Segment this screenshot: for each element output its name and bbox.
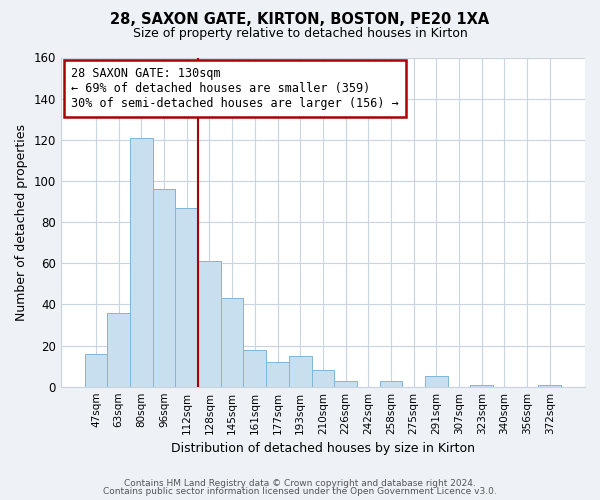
Y-axis label: Number of detached properties: Number of detached properties xyxy=(15,124,28,320)
Bar xyxy=(130,138,152,386)
Bar xyxy=(538,384,561,386)
Bar xyxy=(425,376,448,386)
Text: Contains public sector information licensed under the Open Government Licence v3: Contains public sector information licen… xyxy=(103,488,497,496)
Bar xyxy=(244,350,266,387)
Bar xyxy=(380,380,403,386)
Text: 28, SAXON GATE, KIRTON, BOSTON, PE20 1XA: 28, SAXON GATE, KIRTON, BOSTON, PE20 1XA xyxy=(110,12,490,28)
Text: Contains HM Land Registry data © Crown copyright and database right 2024.: Contains HM Land Registry data © Crown c… xyxy=(124,478,476,488)
Text: Size of property relative to detached houses in Kirton: Size of property relative to detached ho… xyxy=(133,28,467,40)
Bar xyxy=(470,384,493,386)
Bar xyxy=(198,261,221,386)
Bar xyxy=(289,356,311,386)
Bar xyxy=(85,354,107,386)
X-axis label: Distribution of detached houses by size in Kirton: Distribution of detached houses by size … xyxy=(171,442,475,455)
Bar xyxy=(221,298,244,386)
Bar xyxy=(334,380,357,386)
Bar xyxy=(152,189,175,386)
Text: 28 SAXON GATE: 130sqm
← 69% of detached houses are smaller (359)
30% of semi-det: 28 SAXON GATE: 130sqm ← 69% of detached … xyxy=(71,68,399,110)
Bar xyxy=(175,208,198,386)
Bar xyxy=(107,312,130,386)
Bar xyxy=(311,370,334,386)
Bar xyxy=(266,362,289,386)
